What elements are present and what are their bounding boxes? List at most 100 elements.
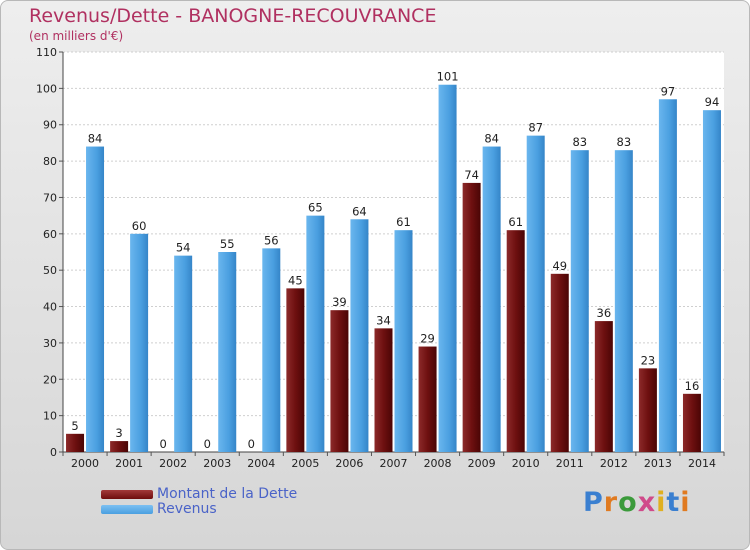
bar-dette bbox=[330, 310, 349, 452]
bar-revenus bbox=[262, 248, 281, 452]
y-tick-label: 70 bbox=[43, 191, 57, 204]
bar-revenus bbox=[614, 150, 633, 452]
data-label-dette: 16 bbox=[685, 379, 700, 393]
y-tick-label: 80 bbox=[43, 155, 57, 168]
x-tick-label: 2005 bbox=[291, 457, 319, 470]
bar-dette bbox=[66, 433, 85, 452]
bar-revenus bbox=[174, 255, 193, 452]
y-tick-label: 10 bbox=[43, 410, 57, 423]
y-tick-label: 40 bbox=[43, 301, 57, 314]
data-label-revenus: 87 bbox=[528, 121, 543, 135]
bar-revenus bbox=[218, 252, 237, 452]
logo-letter: x bbox=[637, 487, 657, 518]
bar-dette bbox=[374, 328, 393, 452]
bar-dette bbox=[110, 441, 129, 452]
data-label-dette: 0 bbox=[204, 437, 211, 451]
bar-dette bbox=[682, 393, 701, 452]
data-label-revenus: 83 bbox=[572, 135, 587, 149]
bar-dette bbox=[594, 321, 613, 452]
data-label-dette: 74 bbox=[464, 168, 479, 182]
data-label-revenus: 55 bbox=[220, 237, 235, 251]
data-label-revenus: 97 bbox=[661, 84, 676, 98]
data-label-dette: 61 bbox=[508, 215, 523, 229]
y-tick-label: 110 bbox=[36, 46, 57, 59]
proxiti-logo: Proxiti bbox=[583, 487, 691, 518]
bar-revenus bbox=[306, 215, 325, 452]
x-tick-label: 2002 bbox=[159, 457, 187, 470]
data-label-revenus: 83 bbox=[617, 135, 632, 149]
data-label-revenus: 94 bbox=[705, 95, 720, 109]
data-label-dette: 45 bbox=[288, 273, 303, 287]
y-tick-label: 0 bbox=[50, 446, 57, 459]
bar-dette bbox=[550, 273, 569, 452]
data-label-dette: 0 bbox=[248, 437, 255, 451]
plot-area bbox=[63, 52, 724, 452]
legend-swatch-revenus bbox=[101, 505, 153, 514]
x-tick-label: 2004 bbox=[247, 457, 275, 470]
logo-letter: P bbox=[583, 487, 604, 518]
data-label-revenus: 65 bbox=[308, 201, 323, 215]
data-label-dette: 36 bbox=[597, 306, 612, 320]
bar-dette bbox=[462, 182, 481, 452]
logo-letter: i bbox=[680, 487, 691, 518]
bar-revenus bbox=[658, 99, 677, 452]
data-label-revenus: 60 bbox=[132, 219, 147, 233]
logo-letter: i bbox=[656, 487, 667, 518]
chart-subtitle: (en milliers d'€) bbox=[29, 29, 124, 43]
bar-dette bbox=[418, 346, 437, 452]
data-label-dette: 29 bbox=[420, 332, 435, 346]
x-tick-label: 2001 bbox=[115, 457, 143, 470]
data-label-revenus: 84 bbox=[88, 132, 103, 146]
x-tick-label: 2010 bbox=[512, 457, 540, 470]
x-tick-label: 2009 bbox=[468, 457, 496, 470]
data-label-revenus: 84 bbox=[484, 132, 499, 146]
x-tick-label: 2011 bbox=[556, 457, 584, 470]
bar-revenus bbox=[526, 135, 545, 453]
bar-revenus bbox=[130, 233, 149, 452]
bar-revenus bbox=[394, 230, 413, 452]
legend-swatch-dette bbox=[101, 490, 153, 499]
data-label-dette: 3 bbox=[115, 426, 122, 440]
y-tick-label: 100 bbox=[36, 82, 57, 95]
bar-revenus bbox=[702, 110, 721, 452]
y-tick-label: 30 bbox=[43, 337, 57, 350]
data-label-revenus: 54 bbox=[176, 241, 191, 255]
data-label-dette: 0 bbox=[160, 437, 167, 451]
legend-label-revenus: Revenus bbox=[157, 501, 217, 517]
legend-label-dette: Montant de la Dette bbox=[157, 486, 298, 502]
chart-title: Revenus/Dette - BANOGNE-RECOUVRANCE bbox=[29, 5, 437, 27]
bar-revenus bbox=[570, 150, 589, 452]
x-tick-label: 2012 bbox=[600, 457, 628, 470]
x-tick-label: 2003 bbox=[203, 457, 231, 470]
y-tick-label: 20 bbox=[43, 373, 57, 386]
bar-dette bbox=[506, 230, 525, 452]
logo-letter: r bbox=[603, 487, 619, 518]
bar-revenus bbox=[438, 84, 457, 453]
x-tick-label: 2013 bbox=[644, 457, 672, 470]
logo-letter: t bbox=[666, 487, 681, 518]
data-label-dette: 39 bbox=[332, 295, 347, 309]
data-label-dette: 5 bbox=[71, 419, 78, 433]
data-label-dette: 23 bbox=[641, 353, 656, 367]
y-tick-label: 50 bbox=[43, 264, 57, 277]
data-label-dette: 49 bbox=[552, 259, 567, 273]
x-tick-label: 2000 bbox=[71, 457, 99, 470]
x-tick-label: 2007 bbox=[380, 457, 408, 470]
y-tick-label: 60 bbox=[43, 228, 57, 241]
data-label-dette: 34 bbox=[376, 313, 391, 327]
bar-dette bbox=[286, 288, 305, 452]
y-tick-label: 90 bbox=[43, 119, 57, 132]
x-tick-label: 2008 bbox=[424, 457, 452, 470]
data-label-revenus: 101 bbox=[437, 70, 459, 84]
data-label-revenus: 56 bbox=[264, 233, 279, 247]
bar-dette bbox=[638, 368, 657, 452]
bar-revenus bbox=[482, 146, 501, 452]
x-tick-label: 2014 bbox=[688, 457, 716, 470]
data-label-revenus: 61 bbox=[396, 215, 411, 229]
bar-revenus bbox=[350, 219, 369, 452]
logo-letter: o bbox=[618, 487, 638, 518]
x-tick-label: 2006 bbox=[335, 457, 363, 470]
data-label-revenus: 64 bbox=[352, 204, 367, 218]
